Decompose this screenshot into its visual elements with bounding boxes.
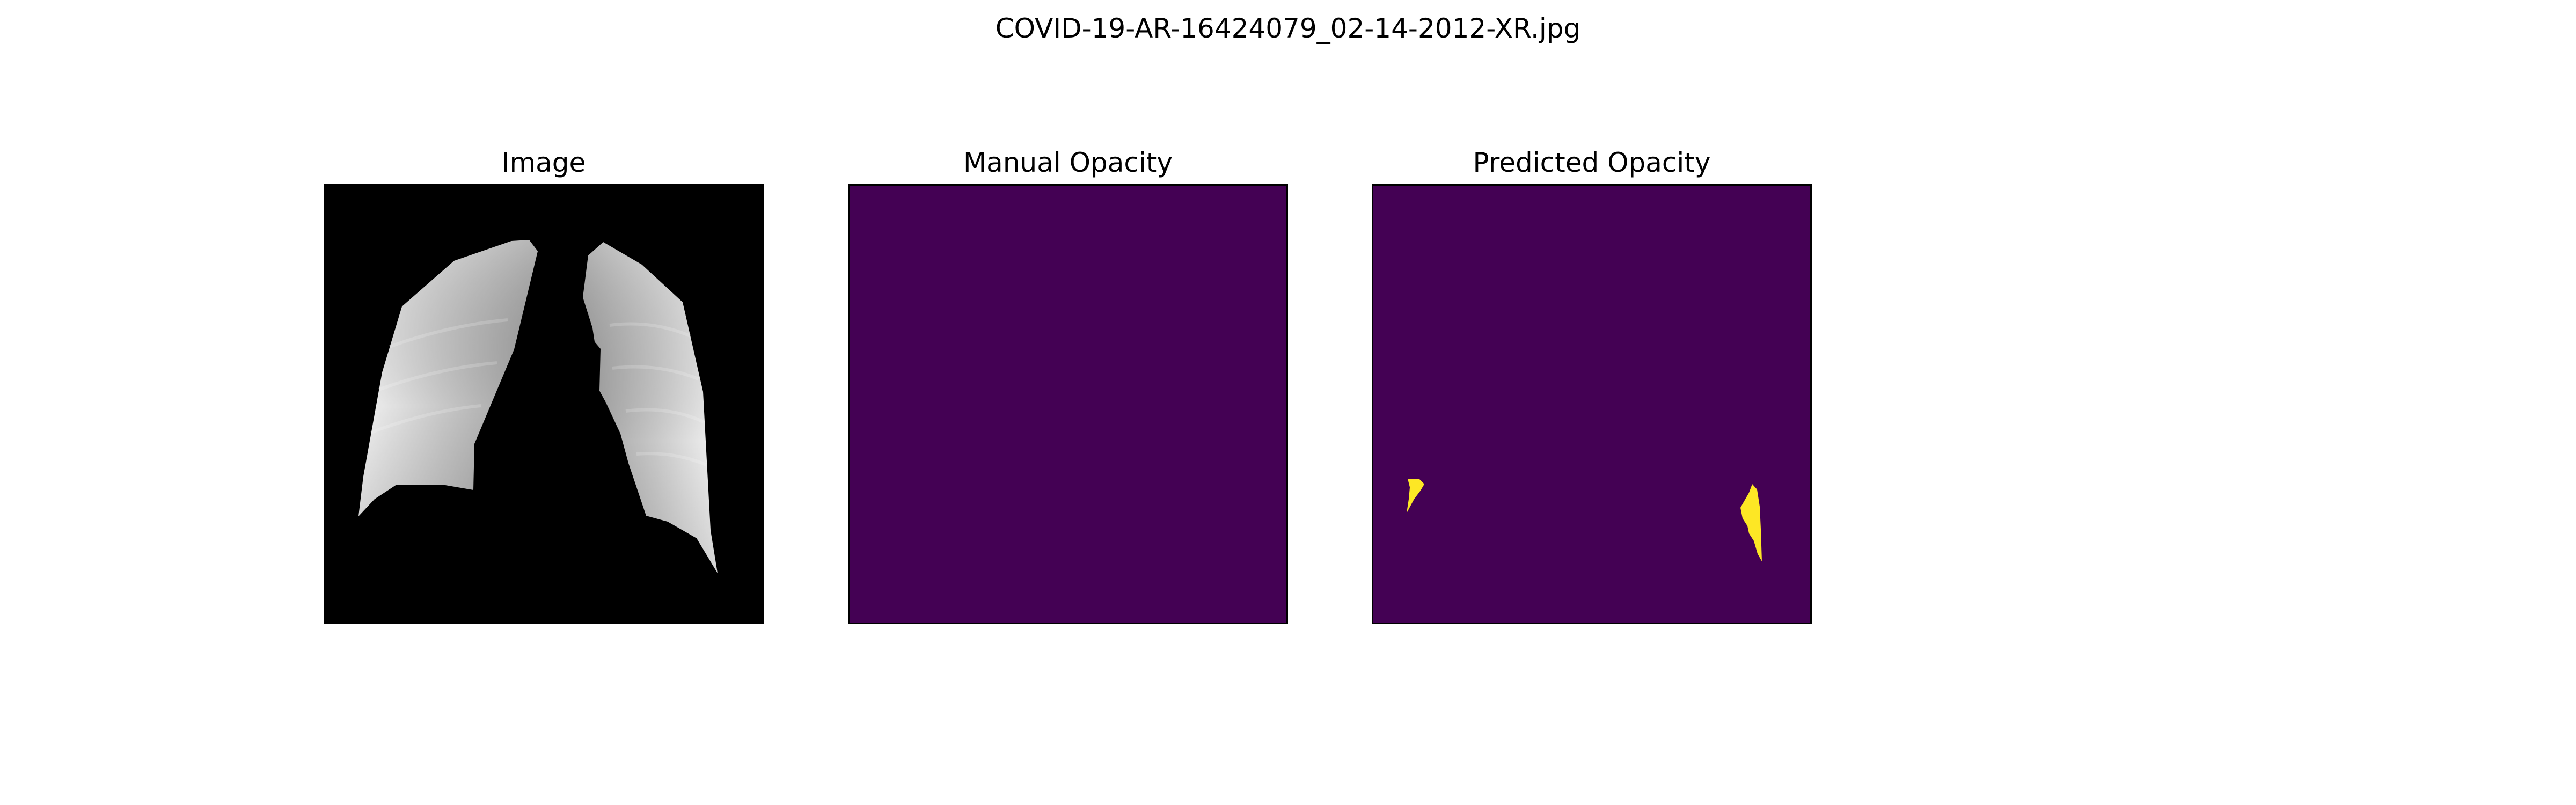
figure-title: COVID-19-AR-16424079_02-14-2012-XR.jpg <box>995 13 1581 44</box>
image-panel: Image <box>324 145 764 624</box>
predicted-opacity-region-right <box>1740 484 1762 561</box>
mask-background <box>850 186 1286 623</box>
predicted-opacity-frame <box>1372 184 1812 624</box>
predicted-opacity-mask <box>1373 186 1810 623</box>
predicted-opacity-title: Predicted Opacity <box>1473 147 1711 178</box>
image-panel-title: Image <box>501 147 586 178</box>
manual-opacity-frame <box>848 184 1288 624</box>
mask-background <box>1373 186 1810 623</box>
predicted-opacity-panel: Predicted Opacity <box>1372 145 1812 624</box>
xray-image-frame <box>324 184 764 624</box>
predicted-opacity-region-left <box>1407 479 1424 513</box>
manual-opacity-mask <box>850 186 1286 623</box>
segmented-lung-xray-image <box>325 186 762 623</box>
manual-opacity-panel: Manual Opacity <box>848 145 1288 624</box>
manual-opacity-title: Manual Opacity <box>963 147 1173 178</box>
